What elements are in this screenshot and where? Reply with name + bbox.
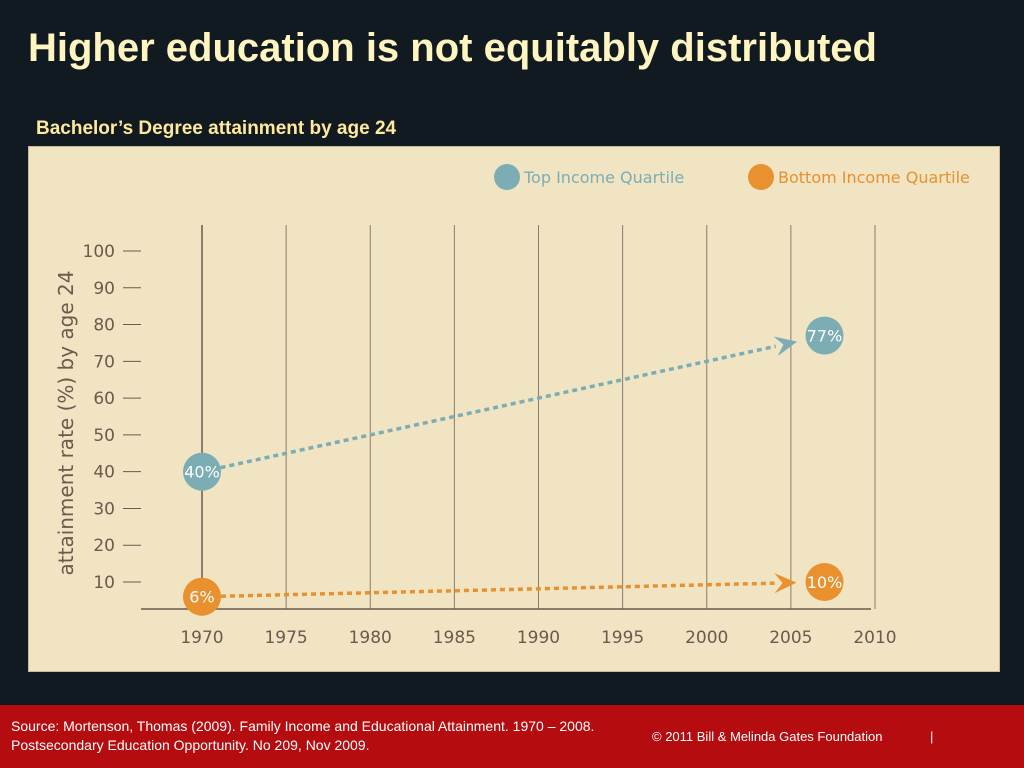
data-label-1-1: 10% — [807, 573, 843, 592]
footer-bar: Source: Mortenson, Thomas (2009). Family… — [0, 705, 1024, 768]
footer-separator: | — [930, 729, 934, 744]
series-arrow-1 — [774, 573, 797, 594]
legend-label-0: Top Income Quartile — [523, 168, 684, 187]
x-tick-label-1985: 1985 — [433, 628, 476, 648]
legend-layer: Top Income Quartile Bottom Income Quartil… — [494, 164, 970, 190]
data-label-0-0: 40% — [184, 463, 220, 482]
y-tick-label-60: 60 — [93, 389, 115, 409]
x-tick-label-2000: 2000 — [685, 628, 728, 648]
y-tick-label-50: 50 — [93, 426, 115, 446]
copyright-notice: © 2011 Bill & Melinda Gates Foundation — [652, 729, 883, 744]
axis-layer: 1970 1975 1980 1985 1990 1995 2000 2005 2010 10 20… — [83, 225, 897, 648]
x-tick-label-1980: 1980 — [349, 628, 392, 648]
series-line-0 — [220, 344, 777, 470]
data-point-1-0 — [183, 577, 221, 616]
grid-layer — [285, 225, 876, 609]
y-tick-label-20: 20 — [93, 536, 115, 556]
legend-marker-1 — [748, 164, 774, 190]
data-label-0-1: 77% — [807, 327, 843, 346]
y-tick-label-70: 70 — [93, 352, 115, 372]
y-tick-label-80: 80 — [93, 316, 115, 336]
series-arrow-0 — [773, 336, 798, 357]
x-tick-label-1995: 1995 — [601, 628, 644, 648]
y-tick-label-90: 90 — [93, 279, 115, 299]
x-tick-label-1970: 1970 — [180, 628, 223, 648]
data-point-0-1 — [805, 316, 844, 355]
data-point-0-0 — [183, 452, 221, 491]
chart-panel: 1970 1975 1980 1985 1990 1995 2000 2005 2010 10 20… — [28, 146, 1000, 672]
x-tick-label-1975: 1975 — [264, 628, 307, 648]
x-tick-label-1990: 1990 — [517, 628, 560, 648]
series-layer: 40% 77% 6% 10% — [183, 316, 844, 616]
data-label-1-0: 6% — [189, 588, 214, 607]
legend-marker-0 — [494, 164, 520, 190]
data-point-1-1 — [805, 563, 844, 601]
slide-title: Higher education is not equitably distri… — [28, 26, 877, 70]
x-tick-label-2010: 2010 — [853, 628, 896, 648]
y-axis-label: attainment rate (%) by age 24 — [54, 271, 78, 576]
series-line-1 — [220, 581, 775, 599]
x-tick-label-2005: 2005 — [769, 628, 812, 648]
chart-subtitle: Bachelor’s Degree attainment by age 24 — [36, 118, 397, 139]
legend-label-1: Bottom Income Quartile — [778, 168, 970, 187]
y-tick-label-40: 40 — [93, 463, 115, 483]
attainment-chart: 1970 1975 1980 1985 1990 1995 2000 2005 2010 10 20… — [54, 164, 970, 648]
y-tick-label-100: 100 — [83, 242, 115, 262]
source-citation: Source: Mortenson, Thomas (2009). Family… — [11, 718, 595, 753]
y-tick-label-30: 30 — [93, 499, 115, 519]
y-tick-label-10: 10 — [93, 573, 115, 593]
